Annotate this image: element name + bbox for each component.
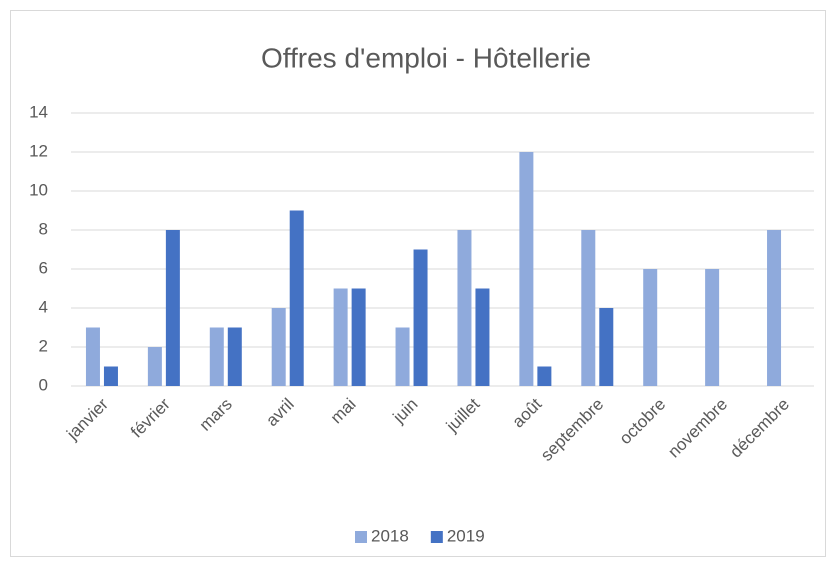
y-tick-label: 12: [29, 141, 48, 160]
y-tick-label: 14: [29, 102, 48, 121]
bar: [581, 230, 596, 386]
bar: [165, 230, 180, 386]
bar: [147, 347, 162, 386]
chart-title: Offres d'emploi - Hôtellerie: [261, 42, 591, 73]
bar: [643, 269, 658, 386]
bar: [85, 327, 100, 386]
legend-swatch: [430, 531, 443, 543]
legend-label: 2019: [447, 526, 485, 545]
bar: [395, 327, 410, 386]
y-tick-label: 8: [39, 219, 48, 238]
bar: [271, 308, 286, 386]
bar: [537, 366, 552, 386]
y-tick-label: 10: [29, 180, 48, 199]
legend-swatch: [355, 531, 367, 543]
bar: [333, 288, 348, 386]
bar: [351, 288, 366, 386]
bar: [475, 288, 490, 386]
y-tick-label: 6: [39, 258, 48, 277]
bar: [413, 249, 428, 386]
y-tick-label: 4: [39, 297, 48, 316]
bar: [599, 308, 614, 386]
bar: [705, 269, 720, 386]
y-tick-label: 2: [39, 336, 48, 355]
bar: [289, 210, 304, 386]
bar: [227, 327, 242, 386]
y-tick-label: 0: [39, 375, 48, 394]
bar: [519, 152, 534, 386]
legend-label: 2018: [371, 526, 409, 545]
bar: [767, 230, 782, 386]
bar: [103, 366, 118, 386]
bar: [209, 327, 224, 386]
bar: [457, 230, 472, 386]
